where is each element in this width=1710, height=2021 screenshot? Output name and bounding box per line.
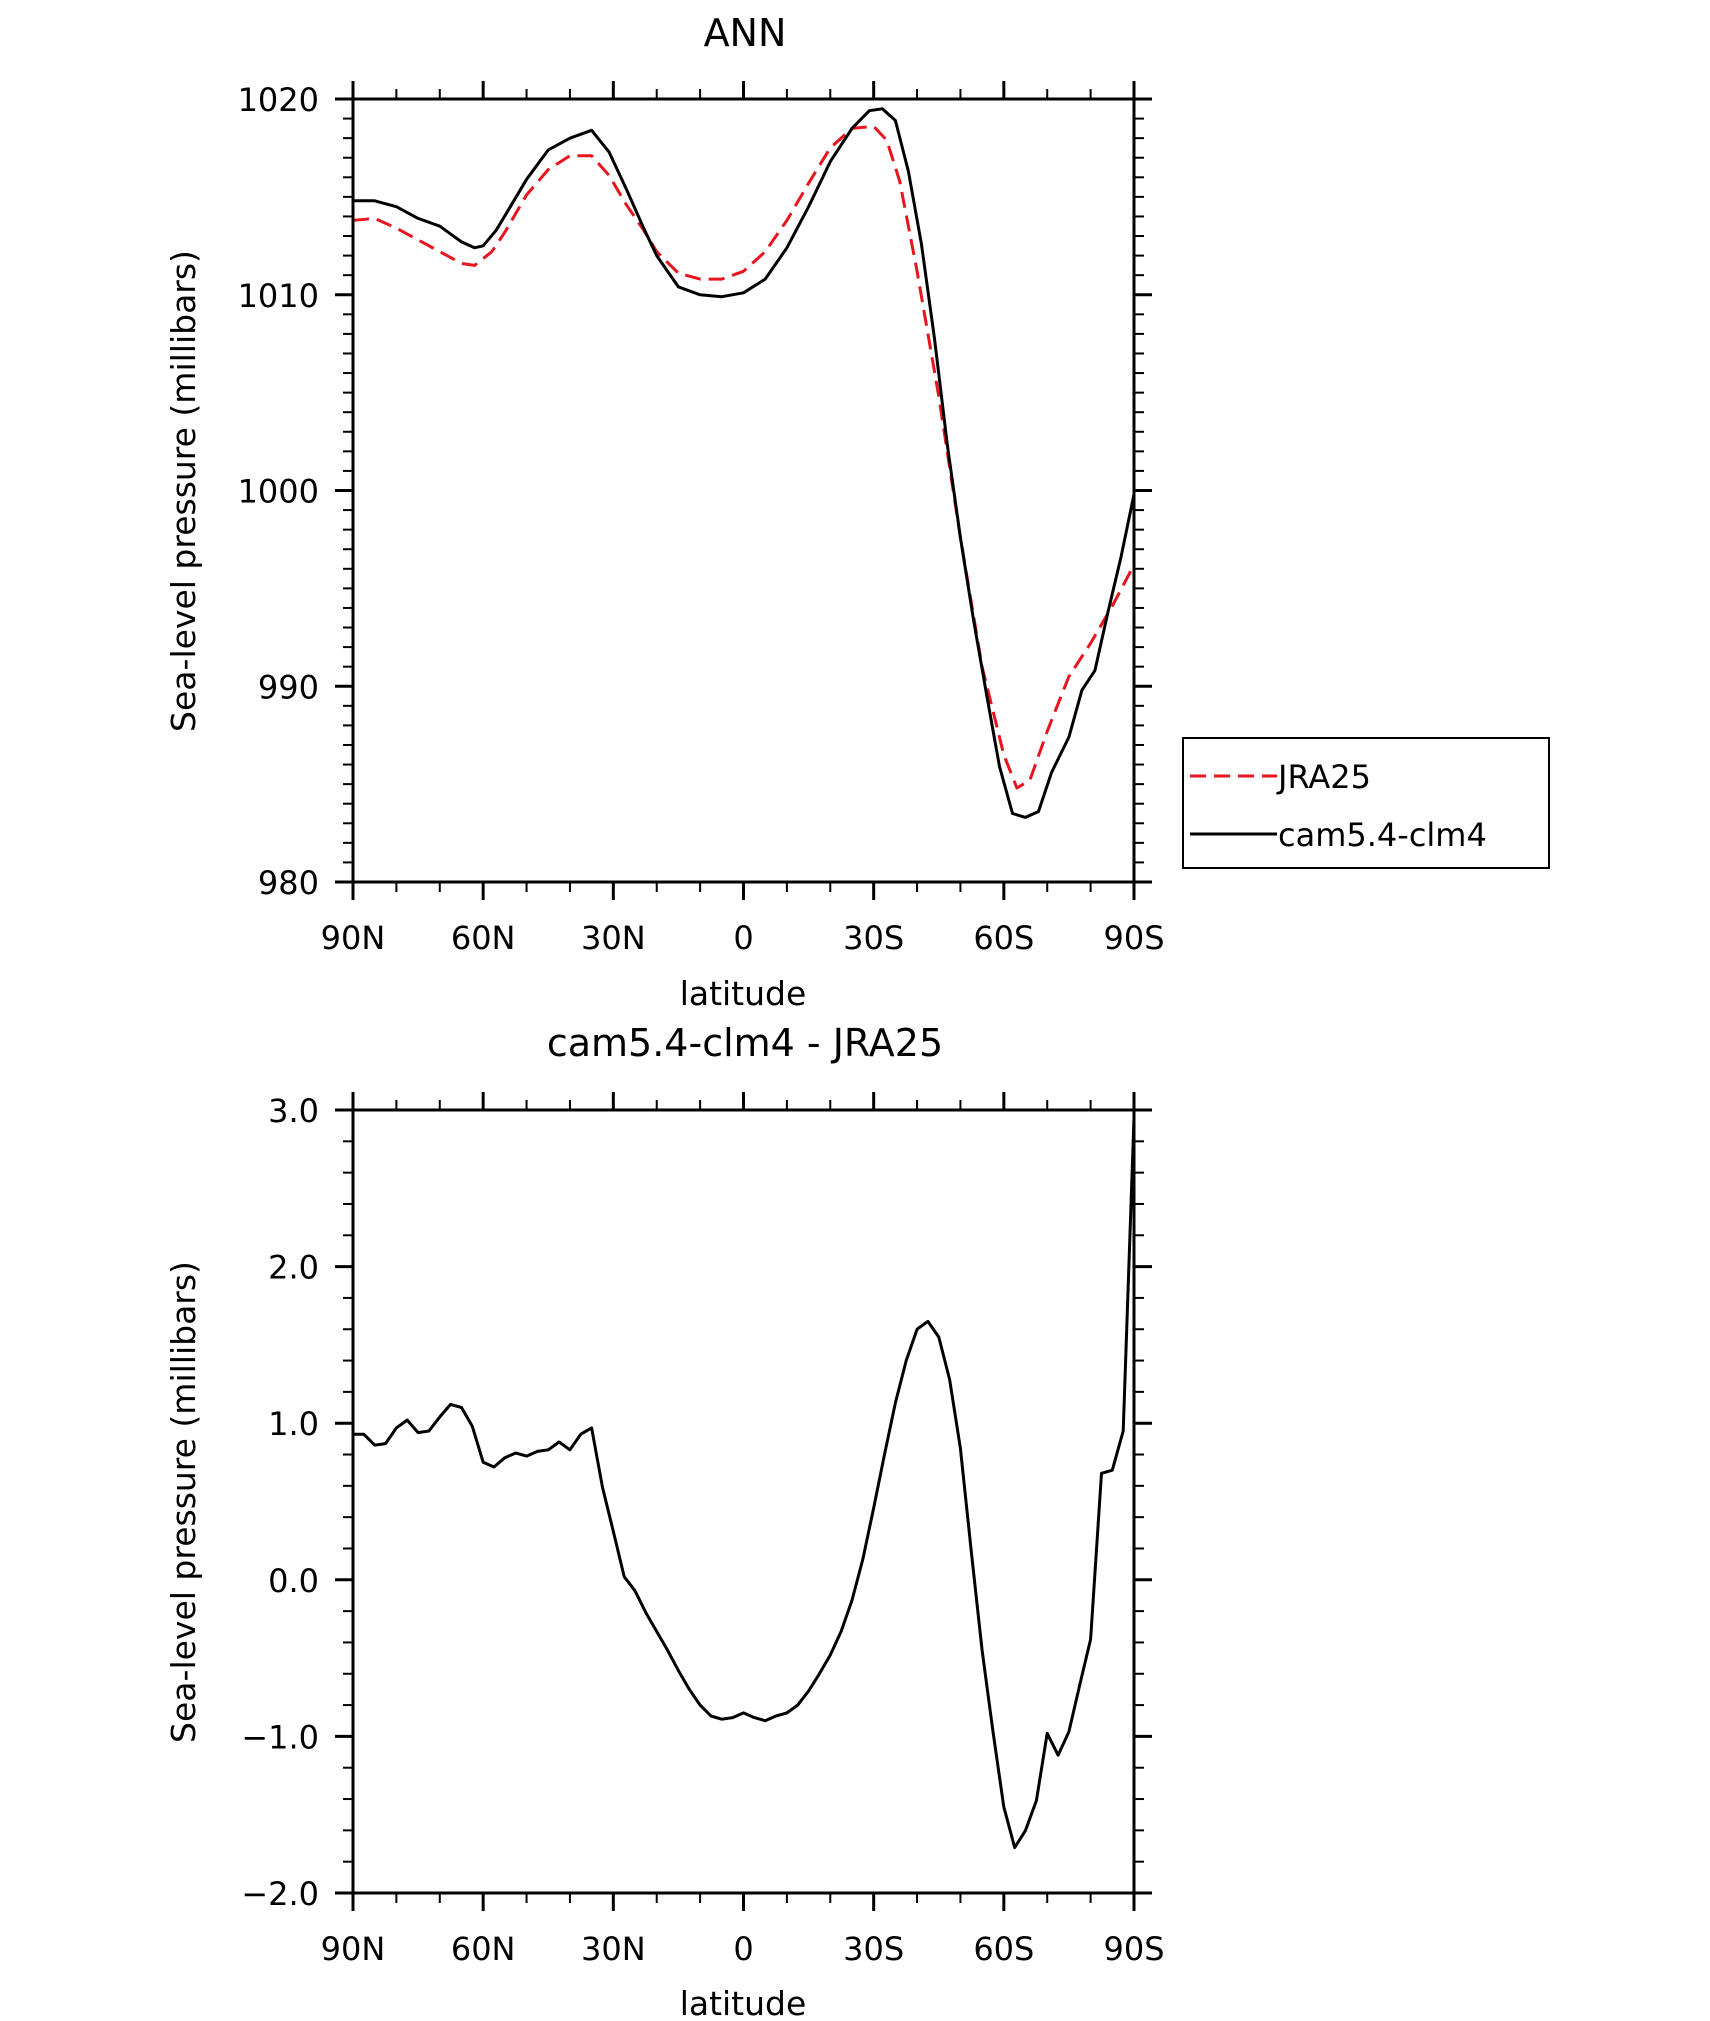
top-chart-y-tick-labels: 980 990 1000 1010 1020 [238, 81, 319, 902]
top-x-tick-label: 0 [733, 919, 753, 957]
legend-label-jra25: JRA25 [1276, 758, 1371, 796]
bottom-y-tick-label: −1.0 [241, 1718, 319, 1756]
bottom-chart-y-axis-label: Sea-level pressure (millibars) [164, 1261, 203, 1743]
bottom-chart-ticks [335, 1092, 1152, 1911]
legend-box [1182, 737, 1550, 869]
bottom-x-tick-label: 30S [843, 1930, 904, 1968]
bottom-y-tick-label: 2.0 [268, 1249, 319, 1287]
top-chart-x-tick-labels: 90N 60N 30N 0 30S 60S 90S [321, 919, 1165, 957]
top-y-tick-label: 980 [258, 864, 319, 902]
top-chart-x-axis-label: latitude [680, 974, 807, 1013]
bottom-panel: cam5.4-clm4 - JRA25 −2.0 −1.0 0.0 1.0 2.0 3.0… [164, 1021, 1165, 2021]
top-chart-plot-frame [351, 97, 1136, 884]
top-x-tick-label: 90N [321, 919, 386, 957]
bottom-y-tick-label: 1.0 [268, 1405, 319, 1443]
bottom-chart-plot-frame [351, 1108, 1136, 1895]
bottom-y-tick-label: −2.0 [241, 1875, 319, 1913]
bottom-y-tick-label: 3.0 [268, 1092, 319, 1130]
top-y-tick-label: 990 [258, 668, 319, 706]
bottom-x-tick-label: 90N [321, 1930, 386, 1968]
bottom-x-tick-label: 30N [581, 1930, 646, 1968]
top-chart-ticks [335, 81, 1152, 900]
top-y-tick-label: 1010 [238, 277, 319, 315]
top-chart-y-axis-label: Sea-level pressure (millibars) [164, 250, 203, 732]
top-series-line-1 [353, 107, 1136, 819]
legend: JRA25 cam5.4-clm4 [1182, 737, 1550, 869]
top-x-tick-label: 90S [1103, 919, 1164, 957]
bottom-x-tick-label: 90S [1103, 1930, 1164, 1968]
top-x-tick-label: 30S [843, 919, 904, 957]
top-x-tick-label: 60S [973, 919, 1034, 957]
bottom-chart-y-tick-labels: −2.0 −1.0 0.0 1.0 2.0 3.0 [241, 1092, 319, 1913]
top-x-tick-label: 30N [581, 919, 646, 957]
top-series-line-0 [352, 124, 1136, 790]
top-y-tick-label: 1020 [238, 81, 319, 119]
bottom-series-line-0 [353, 1117, 1136, 1850]
bottom-x-tick-label: 60S [973, 1930, 1034, 1968]
top-x-tick-label: 60N [451, 919, 516, 957]
bottom-chart-x-axis-label: latitude [680, 1984, 807, 2021]
bottom-chart-series [353, 1117, 1136, 1850]
top-chart-series [352, 107, 1136, 819]
top-y-tick-label: 1000 [238, 473, 319, 511]
bottom-chart-x-tick-labels: 90N 60N 30N 0 30S 60S 90S [321, 1930, 1165, 1968]
bottom-chart-title: cam5.4-clm4 - JRA25 [547, 1021, 943, 1065]
bottom-y-tick-label: 0.0 [268, 1562, 319, 1600]
bottom-x-tick-label: 0 [733, 1930, 753, 1968]
bottom-x-tick-label: 60N [451, 1930, 516, 1968]
top-chart-title: ANN [704, 11, 787, 55]
legend-label-cam: cam5.4-clm4 [1278, 816, 1487, 854]
